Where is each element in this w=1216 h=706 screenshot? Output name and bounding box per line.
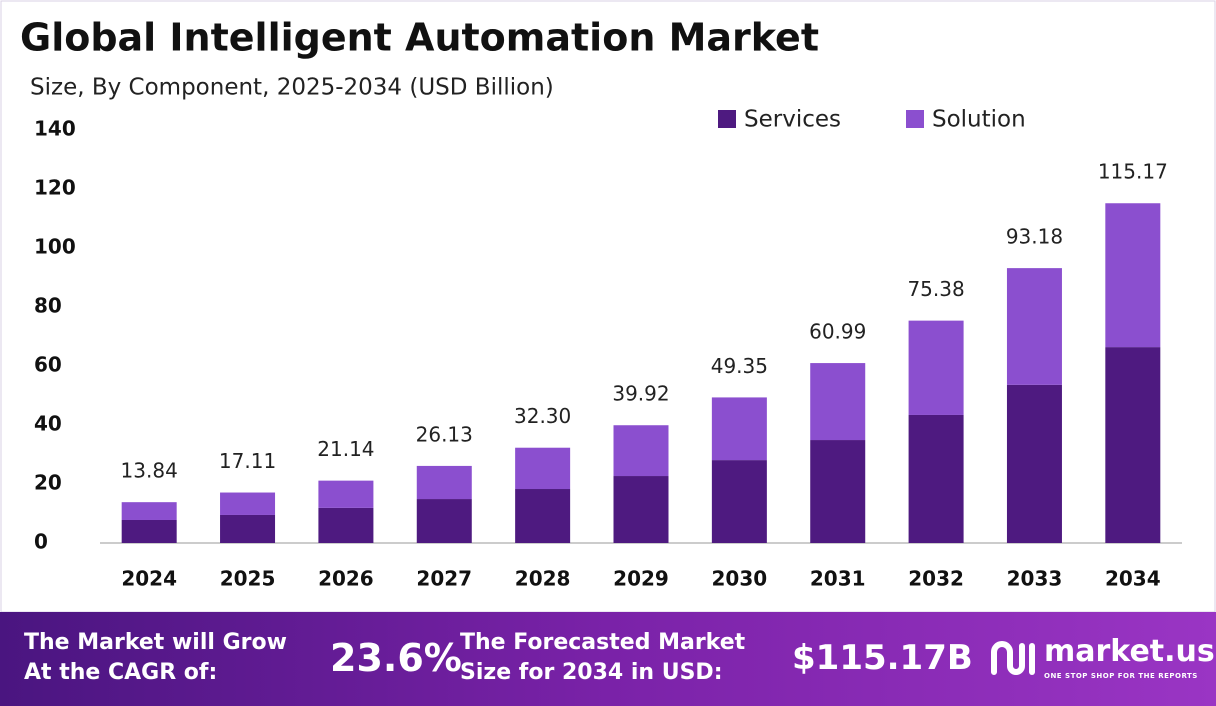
bar-segment (220, 492, 276, 515)
y-tick-label: 80 (34, 294, 62, 318)
brand-logo (991, 641, 1035, 675)
bar-segment (908, 320, 964, 415)
x-tick-label: 2028 (515, 567, 571, 591)
y-tick-label: 20 (34, 471, 62, 495)
bar-segment (613, 425, 669, 477)
y-tick-label: 60 (34, 353, 62, 377)
bar-segment (908, 414, 964, 543)
total-label: 32.30 (514, 404, 571, 428)
legend-label: Solution (932, 107, 1026, 133)
bar-segment (515, 489, 571, 543)
x-tick-label: 2024 (121, 567, 177, 591)
bar-segment (121, 519, 177, 543)
x-tick-label: 2030 (712, 567, 768, 591)
total-label: 13.84 (121, 459, 178, 483)
cagr-value: 23.6% (330, 636, 462, 680)
total-label: 26.13 (416, 422, 473, 446)
total-label: 39.92 (612, 382, 669, 406)
forecast-value: $115.17B (792, 638, 973, 678)
cagr-label-line: At the CAGR of: (24, 660, 218, 685)
bar-segment (810, 440, 866, 543)
legend-label: Services (744, 107, 841, 133)
y-tick-label: 140 (34, 117, 76, 141)
bar-segment (1006, 268, 1062, 385)
bar-segment (1105, 203, 1161, 348)
total-label: 49.35 (711, 354, 768, 378)
y-tick-label: 120 (34, 176, 76, 200)
total-label: 93.18 (1006, 225, 1063, 249)
x-tick-label: 2033 (1007, 567, 1063, 591)
brand-name: market.us (1044, 634, 1215, 669)
legend-swatch (718, 110, 736, 128)
forecast-label-line: Size for 2034 in USD: (460, 660, 723, 685)
x-tick-label: 2025 (220, 567, 276, 591)
total-label: 60.99 (809, 320, 866, 344)
bar-segment (318, 507, 374, 543)
legend-swatch (906, 110, 924, 128)
bar-segment (220, 514, 276, 543)
bar-segment (613, 476, 669, 543)
bar-segment (1105, 347, 1161, 543)
total-label: 115.17 (1098, 160, 1168, 184)
bar-segment (711, 460, 767, 543)
brand-tagline: ONE STOP SHOP FOR THE REPORTS (1044, 672, 1198, 680)
x-tick-label: 2034 (1105, 567, 1161, 591)
total-label: 21.14 (317, 437, 374, 461)
bar-segment (416, 465, 472, 500)
chart: Global Intelligent Automation Market Siz… (0, 0, 1216, 612)
x-tick-label: 2031 (810, 567, 866, 591)
x-tick-label: 2027 (416, 567, 472, 591)
total-label: 17.11 (219, 449, 276, 473)
y-tick-label: 100 (34, 235, 76, 259)
bar-segment (1006, 384, 1062, 543)
forecast-label: The Forecasted Market Size for 2034 in U… (460, 628, 745, 688)
bar-segment (416, 499, 472, 543)
y-tick-label: 40 (34, 412, 62, 436)
chart-subtitle: Size, By Component, 2025-2034 (USD Billi… (30, 75, 554, 101)
cagr-label-line: The Market will Grow (24, 630, 287, 655)
bar-segment (810, 363, 866, 441)
total-label: 75.38 (907, 277, 964, 301)
x-tick-label: 2026 (318, 567, 374, 591)
x-tick-label: 2032 (908, 567, 964, 591)
bar-segment (515, 447, 571, 490)
chart-title: Global Intelligent Automation Market (20, 16, 819, 60)
bar-segment (121, 502, 177, 520)
footer: The Market will Grow At the CAGR of: 23.… (0, 612, 1216, 706)
cagr-label: The Market will Grow At the CAGR of: (24, 628, 287, 688)
y-tick-label: 0 (34, 530, 48, 554)
bar-segment (711, 397, 767, 461)
bar-segment (318, 480, 374, 508)
forecast-label-line: The Forecasted Market (460, 630, 746, 655)
x-tick-label: 2029 (613, 567, 669, 591)
